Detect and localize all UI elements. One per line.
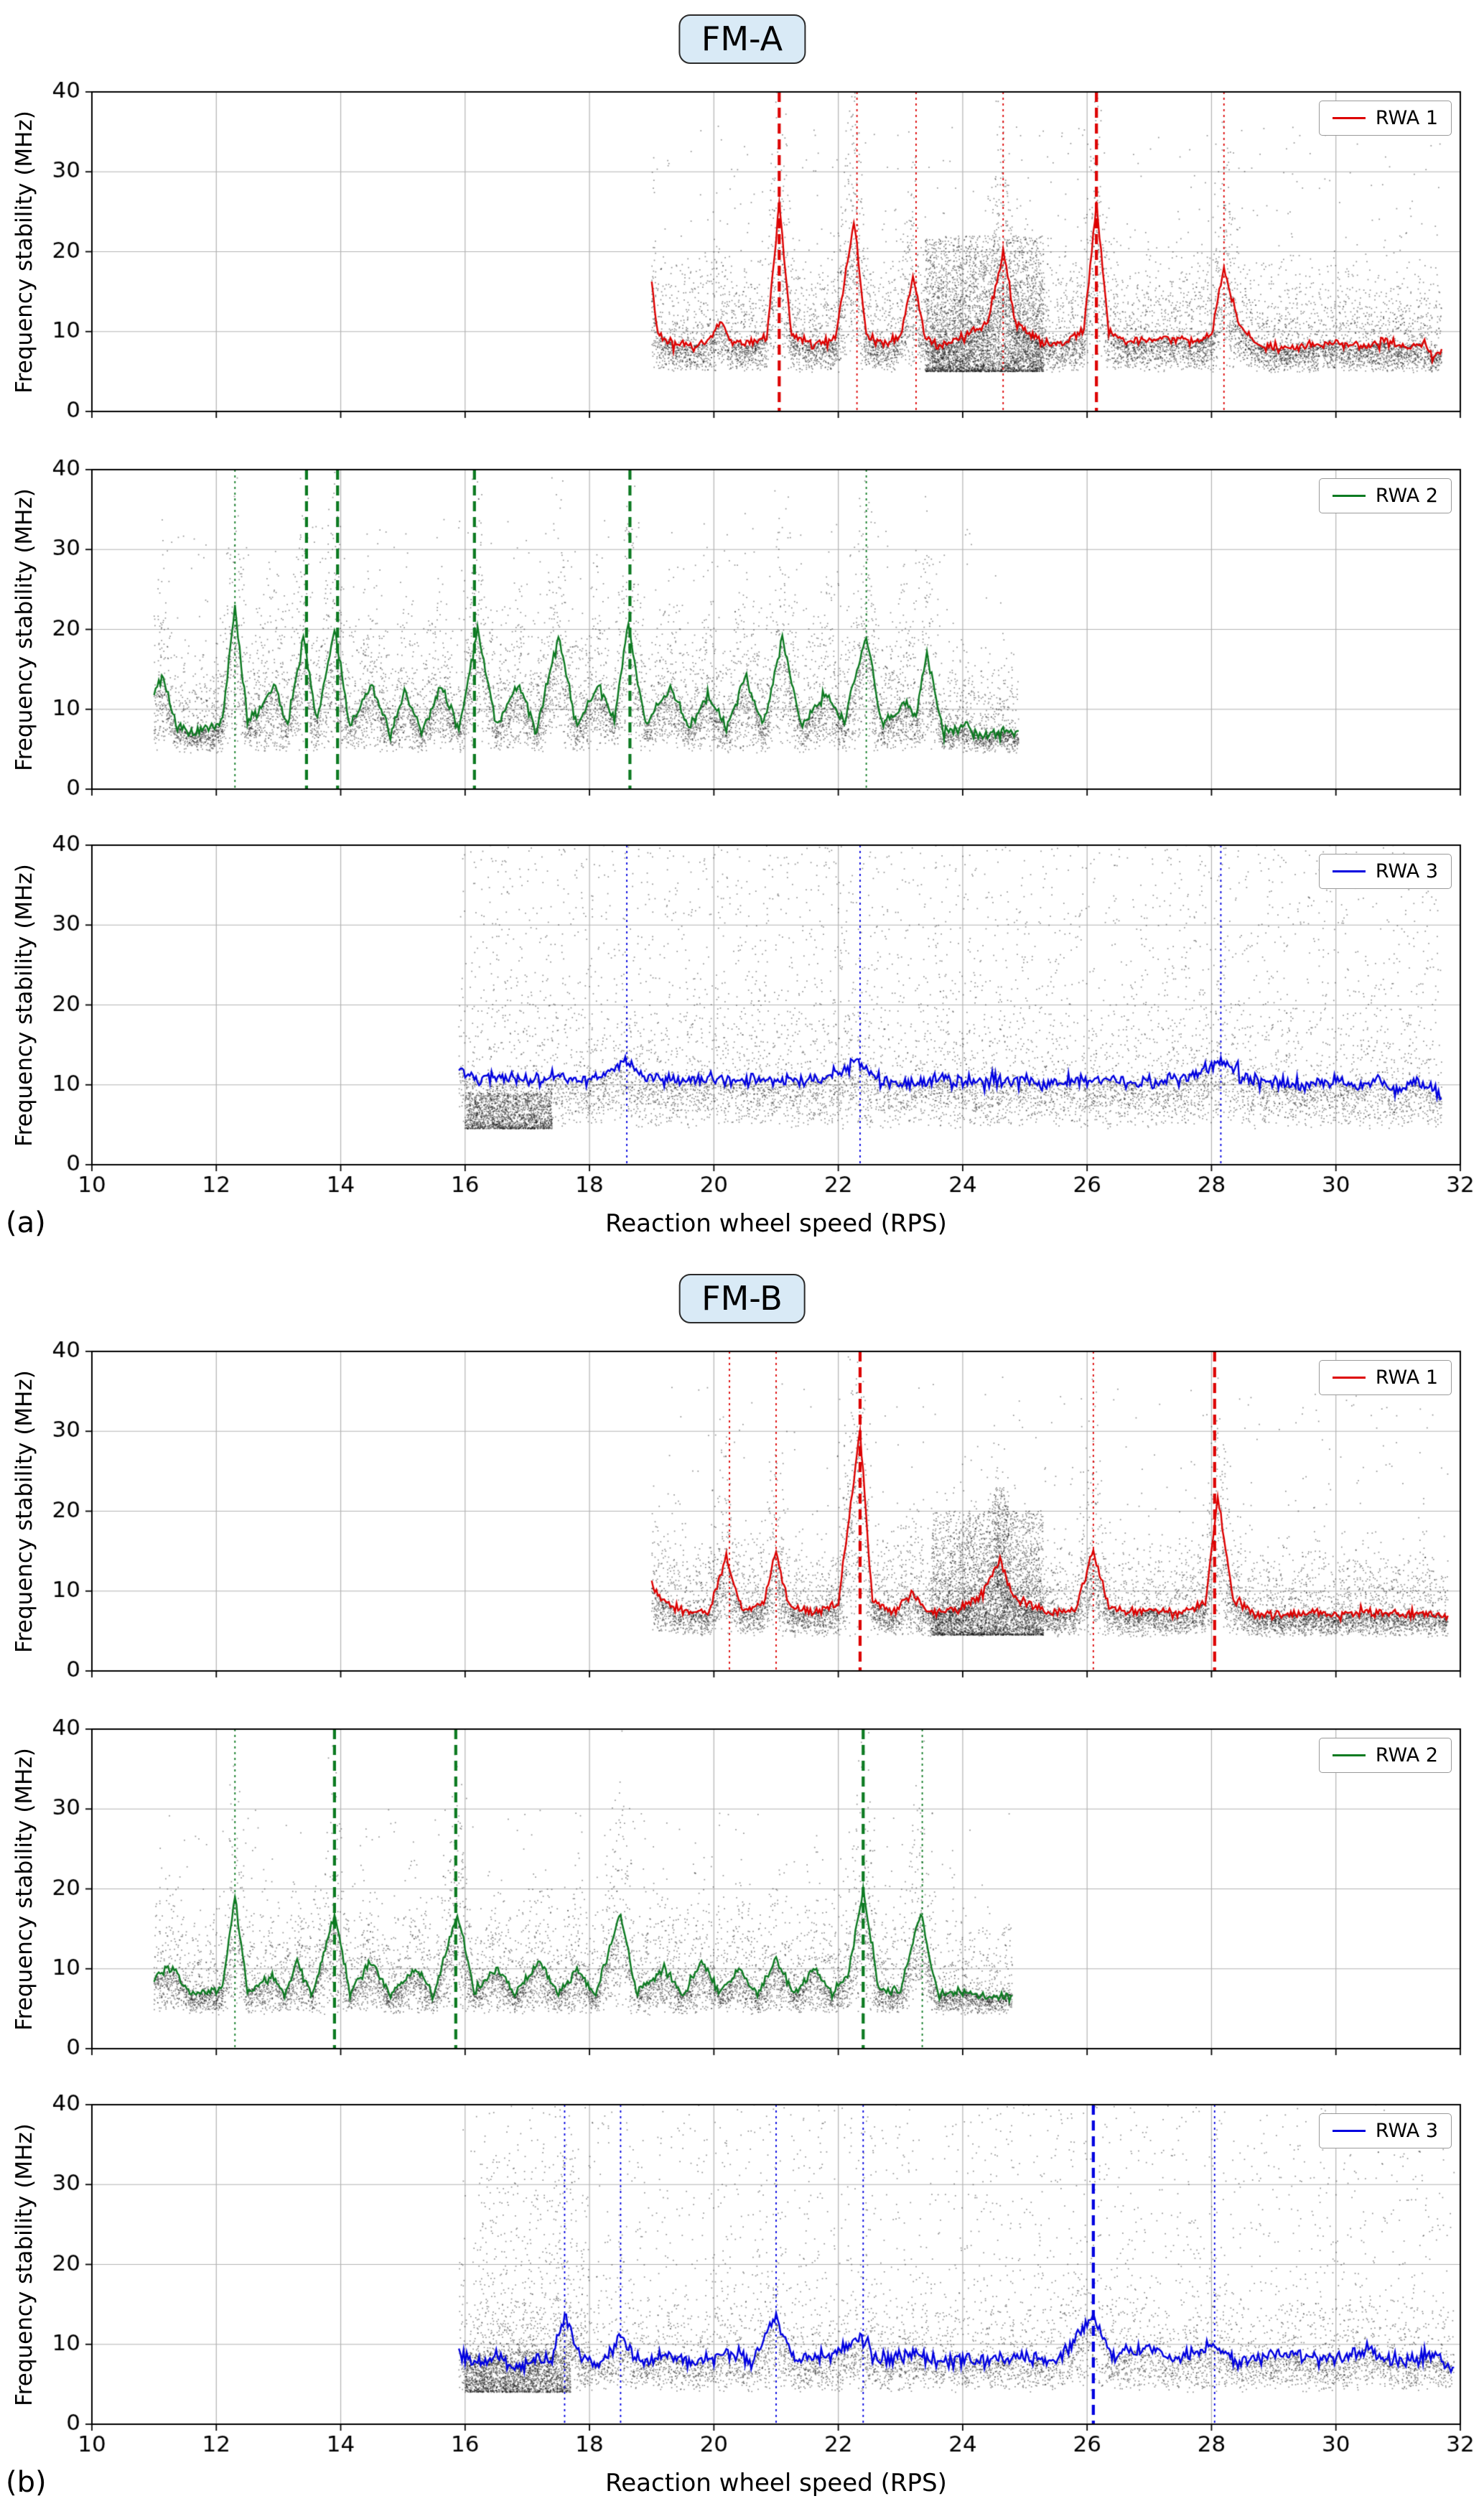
legend-a-rwa3: RWA 3 — [1318, 854, 1452, 889]
y-axis-label-a-rwa3: Frequency stability (MHz) — [11, 863, 37, 1147]
panel-b: FM-B Frequency stability (MHz) Frequency… — [0, 1260, 1484, 2519]
legend-line-icon — [1332, 1377, 1366, 1379]
panel-letter-a: (a) — [6, 1206, 46, 1239]
legend-a-rwa2: RWA 2 — [1318, 478, 1452, 513]
x-axis-label-b: Reaction wheel speed (RPS) — [605, 2469, 947, 2497]
y-axis-label-a-rwa1: Frequency stability (MHz) — [11, 110, 37, 394]
legend-label: RWA 3 — [1375, 860, 1438, 883]
y-axis-label-b-rwa2: Frequency stability (MHz) — [11, 1747, 37, 2031]
legend-line-icon — [1332, 1754, 1366, 1756]
legend-label: RWA 2 — [1375, 1744, 1438, 1766]
x-axis-label-a: Reaction wheel speed (RPS) — [605, 1209, 947, 1238]
legend-label: RWA 1 — [1375, 107, 1438, 129]
legend-label: RWA 1 — [1375, 1366, 1438, 1389]
y-axis-label-b-rwa3: Frequency stability (MHz) — [11, 2123, 37, 2406]
legend-a-rwa1: RWA 1 — [1318, 101, 1452, 136]
panel-b-title-badge: FM-B — [678, 1274, 806, 1323]
panel-a-plot-canvas — [0, 0, 1484, 1260]
legend-line-icon — [1332, 117, 1366, 119]
legend-b-rwa1: RWA 1 — [1318, 1360, 1452, 1395]
legend-label: RWA 3 — [1375, 2120, 1438, 2142]
legend-line-icon — [1332, 870, 1366, 872]
panel-b-plot-canvas — [0, 1260, 1484, 2519]
legend-b-rwa3: RWA 3 — [1318, 2113, 1452, 2148]
legend-line-icon — [1332, 495, 1366, 497]
y-axis-label-a-rwa2: Frequency stability (MHz) — [11, 488, 37, 771]
legend-label: RWA 2 — [1375, 485, 1438, 507]
panel-a: FM-A Frequency stability (MHz) Frequency… — [0, 0, 1484, 1260]
y-axis-label-b-rwa1: Frequency stability (MHz) — [11, 1369, 37, 1653]
panel-a-title-badge: FM-A — [678, 14, 806, 64]
legend-b-rwa2: RWA 2 — [1318, 1738, 1452, 1773]
legend-line-icon — [1332, 2130, 1366, 2132]
panel-letter-b: (b) — [6, 2466, 47, 2499]
